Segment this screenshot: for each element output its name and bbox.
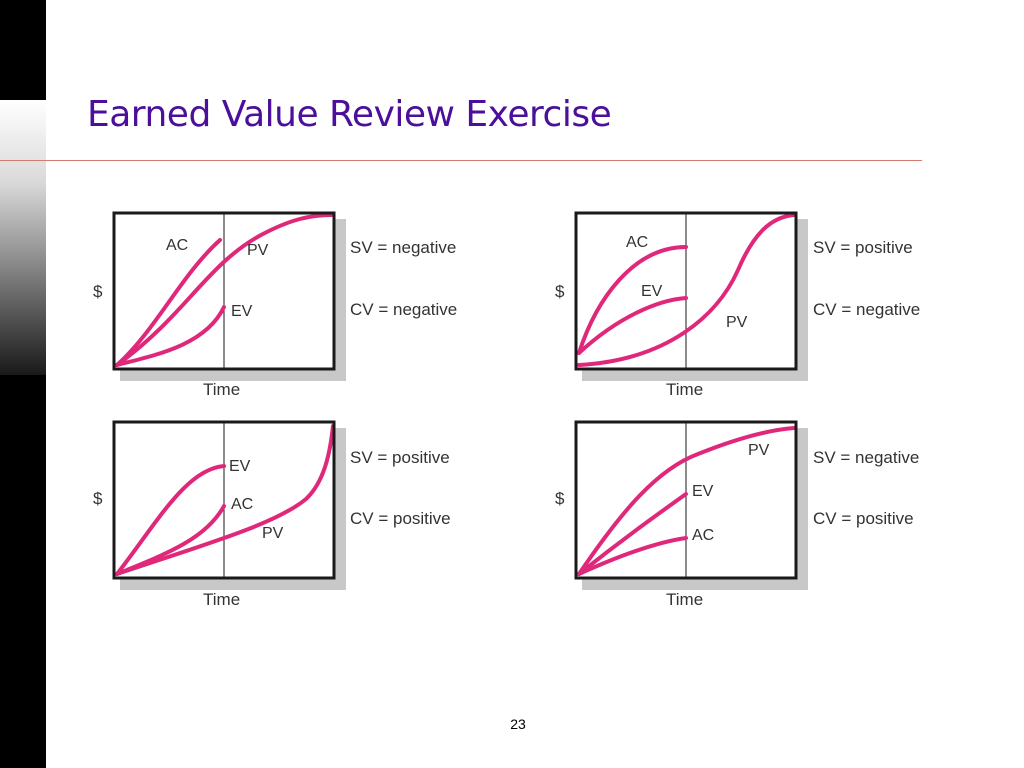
curve-label-pv: PV <box>726 314 748 331</box>
curve-label-ac: AC <box>692 527 714 544</box>
curve-ev <box>577 296 688 355</box>
curve-label-pv: PV <box>262 525 284 542</box>
slide-title: Earned Value Review Exercise <box>87 94 612 135</box>
curve-label-ev: EV <box>231 303 253 320</box>
curve-pv <box>115 424 335 576</box>
curve-label-ev: EV <box>229 458 251 475</box>
x-axis-label: Time <box>666 380 703 399</box>
sv-label: SV = positive <box>350 448 450 467</box>
curve-label-ac: AC <box>626 234 648 251</box>
x-axis-label: Time <box>203 590 240 609</box>
panel-2-diagram: AC EV PV $ Time SV = positive CV = negat… <box>555 211 920 399</box>
curve-ac <box>577 536 688 576</box>
curve-label-ev: EV <box>692 483 714 500</box>
x-axis-label: Time <box>203 380 240 399</box>
left-gradient-band <box>0 100 46 375</box>
y-axis-label: $ <box>555 282 565 301</box>
panel-1-diagram: AC PV EV $ Time SV = negative CV = negat… <box>93 211 457 399</box>
panel-4-diagram: PV EV AC $ Time SV = negative CV = posit… <box>555 420 919 609</box>
plot-frame <box>112 211 336 371</box>
sv-label: SV = negative <box>813 448 919 467</box>
x-axis-label: Time <box>666 590 703 609</box>
curve-label-ev: EV <box>641 283 663 300</box>
curve-ev <box>577 492 688 576</box>
plot-frame <box>112 420 336 580</box>
cv-label: CV = negative <box>350 300 457 319</box>
plot-frame <box>574 420 798 580</box>
cv-label: CV = positive <box>813 509 914 528</box>
slide-page-number: 23 <box>510 716 526 732</box>
curve-ac <box>577 245 688 355</box>
sv-label: SV = negative <box>350 238 456 257</box>
curve-pv <box>115 213 334 367</box>
y-axis-label: $ <box>93 489 103 508</box>
curve-label-ac: AC <box>166 237 188 254</box>
curve-ev <box>115 464 226 576</box>
curve-label-pv: PV <box>247 242 269 259</box>
curve-pv <box>577 426 796 576</box>
curve-pv <box>577 213 796 367</box>
cv-label: CV = positive <box>350 509 451 528</box>
y-axis-label: $ <box>555 489 565 508</box>
curve-label-pv: PV <box>748 442 770 459</box>
plot-frame <box>574 211 798 371</box>
title-divider <box>0 160 922 161</box>
y-axis-label: $ <box>93 282 103 301</box>
curve-ac <box>115 238 222 367</box>
sv-label: SV = positive <box>813 238 913 257</box>
cv-label: CV = negative <box>813 300 920 319</box>
curve-label-ac: AC <box>231 496 253 513</box>
panel-3-diagram: EV AC PV $ Time SV = positive CV = posit… <box>93 420 451 609</box>
curve-ev <box>115 305 226 367</box>
